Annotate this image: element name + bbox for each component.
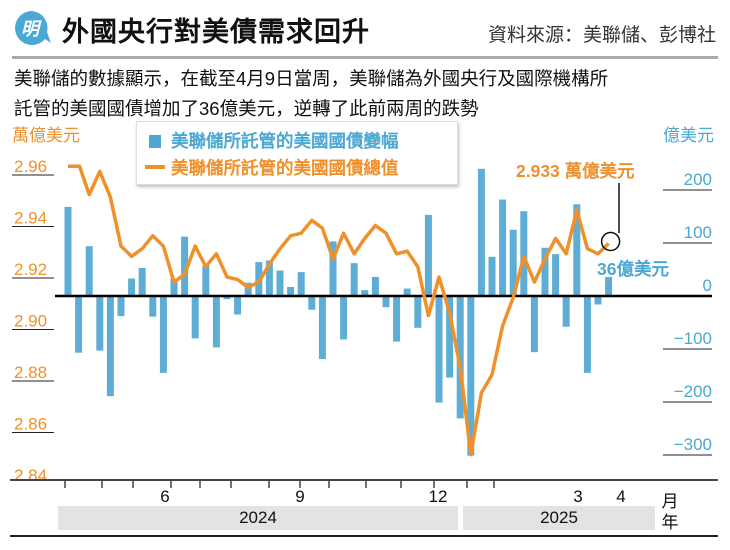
bar	[361, 290, 369, 296]
bar	[520, 211, 528, 296]
legend-bar-swatch	[149, 135, 161, 148]
bar	[202, 265, 210, 296]
bar	[594, 296, 602, 305]
svg-text:明: 明	[21, 19, 42, 39]
bar	[446, 296, 454, 378]
bar	[509, 229, 517, 296]
bar	[424, 214, 432, 296]
bar	[329, 241, 337, 296]
right-tick-label: −300	[674, 435, 712, 454]
bar	[117, 296, 125, 317]
annotation-line-last: 2.933 萬億美元	[516, 161, 635, 181]
source-note: 資料來源：美聯儲、彭博社	[487, 25, 716, 46]
legend-line-label: 美聯儲所託管的美國國債總值	[171, 158, 399, 178]
bar	[159, 296, 167, 373]
left-tick-label: 2.90	[14, 312, 47, 331]
bar	[477, 168, 485, 296]
bar	[297, 272, 305, 296]
right-tick-label: 100	[684, 223, 712, 242]
bar	[541, 247, 549, 296]
bar	[170, 278, 178, 296]
bar	[75, 296, 83, 353]
bar	[191, 296, 199, 339]
left-tick-label: 2.86	[14, 415, 47, 434]
bar	[350, 263, 358, 296]
left-tick-label: 2.84	[14, 466, 47, 485]
bar	[488, 256, 496, 296]
bar	[181, 236, 189, 296]
legend: 美聯儲所託管的美國國債變幅 美聯儲所託管的美國國債總值	[136, 121, 458, 185]
bar	[573, 204, 581, 296]
bar	[562, 296, 570, 327]
bar	[414, 296, 422, 328]
left-tick-label: 2.88	[14, 363, 47, 382]
bar	[138, 267, 146, 296]
bar	[340, 296, 348, 340]
bar	[149, 296, 157, 317]
legend-item-line: 美聯儲所託管的美國國債總值	[145, 155, 399, 180]
x-tick-label: 4	[616, 487, 626, 506]
month-unit: 月	[661, 492, 679, 511]
bar	[234, 296, 242, 315]
bar	[96, 296, 104, 351]
chart-title: 外國央行對美債需求回升	[62, 17, 370, 47]
mingpao-logo-icon: 明	[15, 11, 52, 45]
bar	[382, 296, 390, 308]
subtitle-line-1: 美聯儲的數據顯示，在截至4月9日當周，美聯儲為外國央行及國際機構所	[14, 68, 609, 89]
bar	[371, 276, 379, 296]
bar	[265, 260, 273, 296]
bar	[499, 199, 507, 296]
right-tick-label: 200	[684, 170, 712, 189]
bar	[318, 296, 326, 360]
left-tick-label: 2.96	[14, 157, 47, 176]
bar	[467, 296, 475, 456]
annotation-bar-last: 36億美元	[597, 259, 669, 279]
bar	[64, 206, 72, 296]
bar	[403, 288, 411, 296]
subtitle-line-2: 託管的美國國債增加了36億美元，逆轉了此前兩周的跌勢	[14, 98, 479, 119]
right-axis-unit: 億美元	[663, 126, 714, 145]
bar	[583, 296, 591, 373]
right-tick-label: 0	[703, 276, 712, 295]
bar	[128, 278, 136, 296]
header-divider	[12, 56, 718, 59]
bar	[287, 286, 295, 296]
bar	[223, 296, 231, 300]
x-tick-label: 12	[428, 487, 448, 506]
bar	[212, 296, 220, 348]
x-tick-label: 9	[295, 487, 305, 506]
legend-item-bar: 美聯儲所託管的美國國債變幅	[145, 128, 399, 153]
left-tick-label: 2.94	[14, 209, 47, 228]
year-unit: 年	[661, 513, 679, 532]
right-tick-label: −100	[674, 329, 712, 348]
x-tick-label: 3	[573, 487, 583, 506]
bar	[552, 254, 560, 296]
bar	[106, 296, 114, 397]
left-axis-unit: 萬億美元	[12, 126, 80, 145]
bar	[85, 246, 93, 296]
x-tick-label: 6	[160, 487, 170, 506]
left-tick-label: 2.92	[14, 260, 47, 279]
legend-line-swatch	[145, 165, 165, 169]
right-tick-label: −200	[674, 382, 712, 401]
bar	[456, 296, 464, 419]
total-line	[68, 164, 610, 457]
year-band-2024: 2024	[58, 506, 458, 530]
callout-circle	[600, 231, 621, 252]
legend-bar-label: 美聯儲所託管的美國國債變幅	[171, 131, 399, 151]
bar	[530, 296, 538, 353]
year-band-2025: 2025	[463, 506, 655, 530]
bar	[276, 270, 284, 296]
bar	[605, 276, 613, 296]
bar	[393, 296, 401, 342]
bar	[308, 296, 316, 310]
bar	[435, 296, 443, 403]
bar	[244, 282, 252, 296]
